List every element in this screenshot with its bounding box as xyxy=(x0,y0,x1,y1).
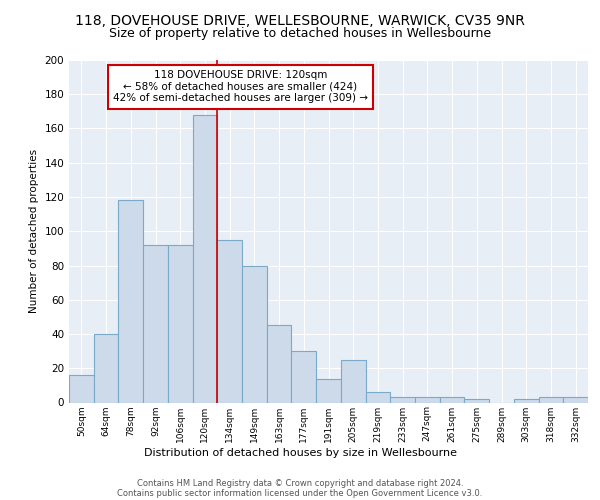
Bar xyxy=(365,392,390,402)
Bar xyxy=(168,245,193,402)
Bar xyxy=(341,360,365,403)
Text: Distribution of detached houses by size in Wellesbourne: Distribution of detached houses by size … xyxy=(143,448,457,458)
Bar xyxy=(242,266,267,402)
Text: Contains public sector information licensed under the Open Government Licence v3: Contains public sector information licen… xyxy=(118,489,482,498)
Bar xyxy=(118,200,143,402)
Bar xyxy=(390,398,415,402)
Text: 118 DOVEHOUSE DRIVE: 120sqm
← 58% of detached houses are smaller (424)
42% of se: 118 DOVEHOUSE DRIVE: 120sqm ← 58% of det… xyxy=(113,70,368,104)
Text: Size of property relative to detached houses in Wellesbourne: Size of property relative to detached ho… xyxy=(109,28,491,40)
Bar xyxy=(539,398,563,402)
Bar xyxy=(143,245,168,402)
Bar xyxy=(69,375,94,402)
Bar xyxy=(94,334,118,402)
Bar xyxy=(415,398,440,402)
Bar xyxy=(193,115,217,403)
Bar xyxy=(440,398,464,402)
Bar xyxy=(563,398,588,402)
Bar xyxy=(217,240,242,402)
Y-axis label: Number of detached properties: Number of detached properties xyxy=(29,149,39,314)
Bar xyxy=(292,351,316,403)
Text: 118, DOVEHOUSE DRIVE, WELLESBOURNE, WARWICK, CV35 9NR: 118, DOVEHOUSE DRIVE, WELLESBOURNE, WARW… xyxy=(75,14,525,28)
Bar xyxy=(514,399,539,402)
Text: Contains HM Land Registry data © Crown copyright and database right 2024.: Contains HM Land Registry data © Crown c… xyxy=(137,479,463,488)
Bar xyxy=(316,378,341,402)
Bar xyxy=(267,326,292,402)
Bar xyxy=(464,399,489,402)
